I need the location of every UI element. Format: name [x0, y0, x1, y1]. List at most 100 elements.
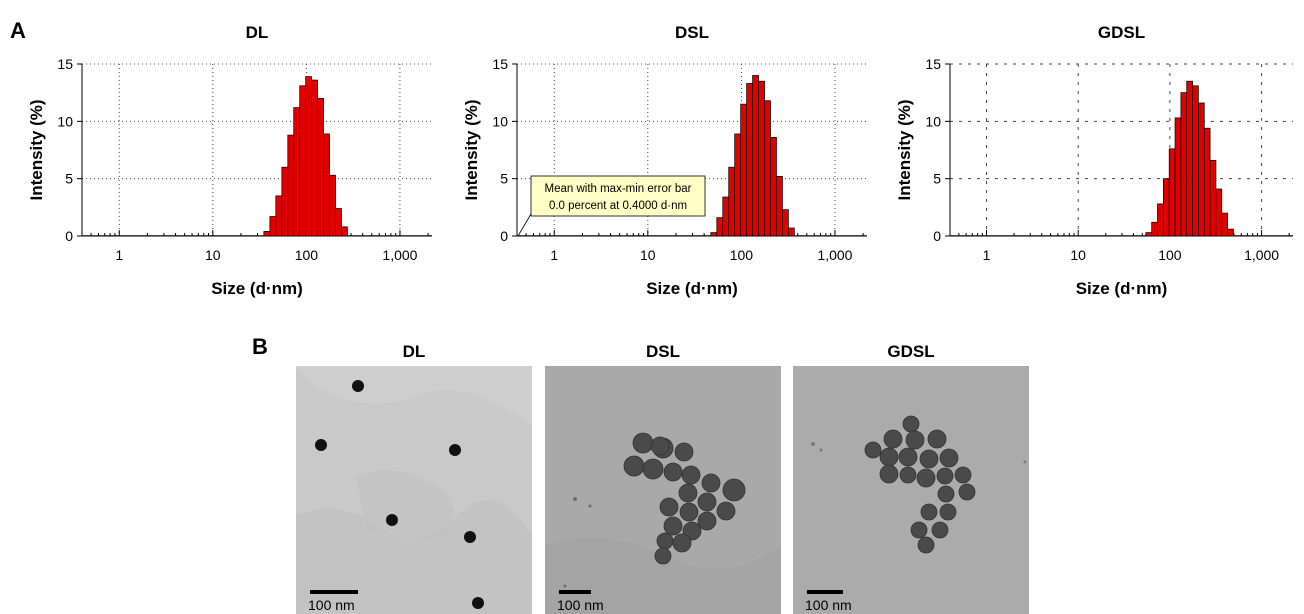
scale-label: 100 nm: [557, 597, 604, 613]
y-tick-label: 0: [500, 228, 508, 244]
bar: [734, 133, 742, 237]
bar: [1209, 159, 1217, 237]
x-tick-label: 100: [730, 247, 754, 263]
chart-dl: DL 0 5 10 15 1 10 100 1,000 Size (d·nm) Intensity …: [0, 0, 435, 310]
tem-micrograph-dsl: [545, 366, 781, 614]
chart-title: DL: [246, 23, 269, 42]
scale-bar: [807, 590, 843, 594]
scale-label: 100 nm: [308, 597, 355, 613]
x-axis-label: Size (d·nm): [1076, 279, 1168, 298]
bar: [1227, 228, 1234, 237]
x-tick-label: 1: [115, 247, 123, 263]
bar: [1186, 80, 1193, 237]
bar: [317, 98, 324, 237]
y-tick-label: 10: [925, 113, 941, 129]
bar: [1174, 117, 1182, 237]
bar: [287, 134, 295, 237]
y-tick-label: 0: [933, 228, 941, 244]
panel-b-letter: B: [252, 334, 268, 359]
x-tick-label: 10: [1070, 247, 1086, 263]
bar: [716, 217, 724, 237]
tem-micrograph-gdsl: [793, 366, 1029, 614]
bar: [1168, 148, 1176, 237]
x-tick-label: 100: [1158, 247, 1182, 263]
y-tick-label: 5: [65, 171, 73, 187]
y-tick-label: 5: [933, 171, 941, 187]
y-tick-label: 10: [492, 113, 508, 129]
scale-bar: [310, 590, 358, 594]
bar: [1198, 102, 1205, 237]
bar: [311, 79, 318, 237]
tem-title-dsl: DSL: [646, 342, 680, 361]
x-tick-label: 10: [205, 247, 221, 263]
bar: [770, 137, 777, 237]
y-tick-label: 15: [492, 56, 508, 72]
bar: [305, 76, 312, 237]
annotation-line-1: Mean with max-min error bar: [545, 183, 692, 195]
tem-title-dl: DL: [402, 342, 426, 361]
bar: [758, 80, 765, 237]
bar: [728, 166, 736, 237]
bar: [740, 103, 747, 237]
bar: [341, 226, 348, 237]
chart-dsl: DSL 0 5 10 15 1 10 100 1,000 Size (d·nm) Intensity…: [435, 0, 870, 310]
chart-title: DSL: [675, 23, 709, 42]
chart-dsl-svg: DSL 0 5 10 15 1 10 100 1,000 Size (d·nm) Intensity…: [462, 23, 867, 298]
bar: [1145, 232, 1153, 237]
x-axis-label: Size (d·nm): [211, 279, 303, 298]
x-tick-label: 10: [640, 247, 656, 263]
y-tick-label: 10: [57, 113, 73, 129]
bar: [782, 209, 789, 237]
bar: [1151, 221, 1158, 237]
bar: [281, 166, 289, 237]
x-tick-label: 1,000: [817, 247, 852, 263]
bar: [1162, 178, 1170, 237]
y-tick-label: 15: [925, 56, 941, 72]
scale-label: 100 nm: [805, 597, 852, 613]
bar: [299, 85, 307, 237]
chart-dl-svg: DL 0 5 10 15 1 10 100 1,000 Size (d·nm) Intensity …: [27, 23, 432, 298]
bar: [1157, 203, 1164, 237]
bar: [746, 83, 753, 237]
y-axis-label: Intensity (%): [895, 99, 914, 200]
y-tick-label: 5: [500, 171, 508, 187]
y-tick-label: 0: [65, 228, 73, 244]
x-tick-label: 1,000: [382, 247, 417, 263]
y-axis-label: Intensity (%): [462, 99, 481, 200]
bar: [764, 100, 771, 237]
bar: [787, 227, 795, 237]
bar: [335, 208, 342, 237]
tem-title-gdsl: GDSL: [887, 342, 935, 361]
chart-title: GDSL: [1098, 23, 1145, 42]
y-tick-label: 15: [57, 56, 73, 72]
annotation-line-2: 0.0 percent at 0.4000 d·nm: [549, 200, 687, 212]
annotation-box: [530, 175, 706, 217]
x-axis-label: Size (d·nm): [646, 279, 738, 298]
panel-a-letter: A: [10, 18, 26, 43]
x-tick-label: 1: [550, 247, 558, 263]
bar: [710, 232, 718, 237]
bar: [1221, 212, 1228, 237]
bar: [275, 195, 283, 237]
chart-gdsl: GDSL 0 5 10 15 1 10 100 1,000 Size (d·nm) Intensit…: [868, 0, 1303, 310]
bar: [1192, 85, 1199, 237]
x-tick-label: 100: [295, 247, 319, 263]
bar: [752, 75, 759, 237]
bar: [722, 196, 730, 237]
x-tick-label: 1: [983, 247, 991, 263]
bar: [1180, 92, 1188, 237]
bar: [1215, 188, 1223, 237]
bar: [776, 176, 783, 237]
scale-bar: [559, 590, 591, 594]
bar: [269, 216, 277, 237]
bar: [263, 231, 271, 237]
annotation-pointer: [517, 213, 532, 237]
tem-image-dl: 100 nm: [296, 366, 532, 614]
bar: [293, 107, 301, 237]
bar: [323, 133, 330, 237]
tem-image-gdsl: 100 nm: [793, 366, 1029, 614]
bar: [329, 174, 336, 237]
x-tick-label: 1,000: [1244, 247, 1279, 263]
y-axis-label: Intensity (%): [27, 99, 46, 200]
tem-image-dsl: 100 nm: [545, 366, 781, 614]
